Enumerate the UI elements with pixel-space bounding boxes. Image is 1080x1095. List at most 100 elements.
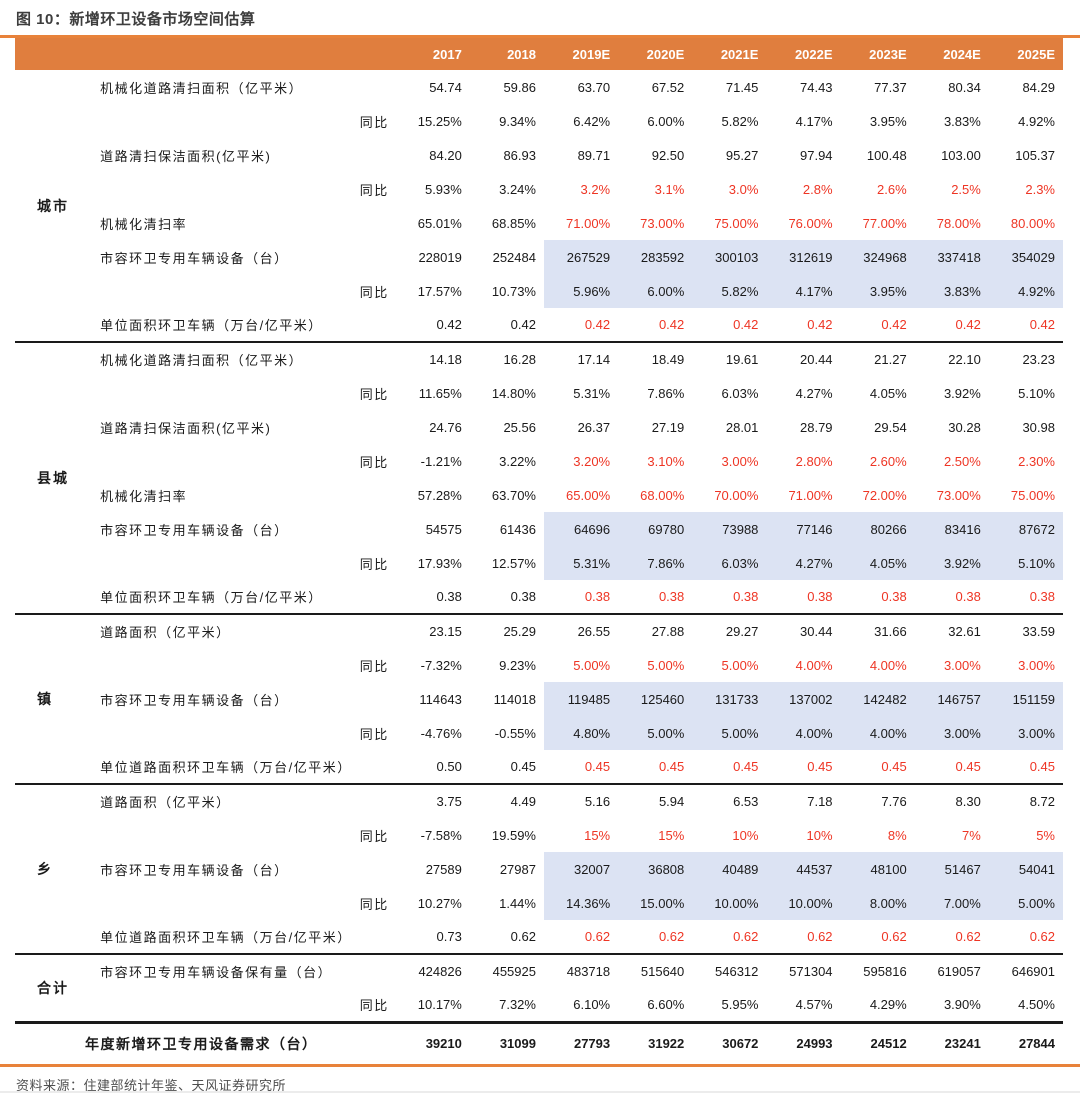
table-cell: 3.00%: [988, 716, 1063, 750]
table-cell: 146757: [914, 682, 989, 716]
table-header: 2017 2018 2019E 2020E 2021E 2022E 2023E 2024E 20…: [15, 38, 1063, 70]
table-cell: 5%: [1036, 827, 1055, 843]
table-cell: 312619: [766, 240, 841, 274]
table-row: 同比 17.57% 10.73% 5.96% 6.00% 5.82% 4.17% 3.95% 3…: [15, 274, 1063, 308]
table-cell: 3.00%: [1018, 657, 1055, 673]
row-label: 单位道路面积环卫车辆（万台/亿平米）: [100, 930, 352, 945]
table-cell: 0.38: [510, 589, 536, 604]
table-row: 同比 15.25% 9.34% 6.42% 6.00% 5.82% 4.17% 3.95% 3.…: [15, 104, 1063, 138]
table-cell: 54.74: [429, 79, 462, 95]
table-row: 同比 -4.76% -0.55% 4.80% 5.00% 5.00% 4.00% 4.00% 3…: [15, 716, 1063, 750]
row-group-城市: 城市 机械化道路清扫面积（亿平米） 54.74 59.86 63.70 67.52 71.4…: [15, 70, 1063, 342]
table-cell: 25.56: [503, 419, 536, 435]
table-cell: 57.28%: [417, 487, 462, 503]
table-cell: 4.17%: [795, 113, 833, 129]
table-cell: 0.50: [436, 759, 462, 774]
table-cell: 0.45: [733, 759, 759, 774]
table-cell: 0.38: [733, 589, 759, 604]
table-cell: 0.45: [658, 759, 685, 774]
row-label: 单位道路面积环卫车辆（万台/亿平米）: [100, 760, 352, 775]
table-cell: 5.00%: [692, 716, 767, 750]
table-cell: 0.62: [584, 929, 611, 944]
table-row: 单位面积环卫车辆（万台/亿平米） 0.38 0.38 0.38 0.38 0.38 0.38…: [15, 580, 1063, 614]
table-cell: 27.19: [651, 419, 685, 435]
footer-cell: 27844: [1018, 1036, 1055, 1052]
table-cell: 337418: [914, 240, 989, 274]
table-cell: 15.00%: [618, 886, 693, 920]
table-row: 单位面积环卫车辆（万台/亿平米） 0.42 0.42 0.42 0.42 0.42 0.42…: [15, 308, 1063, 342]
table-cell: 0.42: [436, 317, 462, 332]
table-cell: 3.10%: [647, 453, 685, 469]
table-cell: 8.30: [955, 794, 981, 809]
table-cell: 7.32%: [499, 996, 536, 1012]
table-cell: 61436: [499, 521, 536, 537]
table-cell: 5.00%: [721, 657, 759, 673]
row-label: 道路清扫保洁面积(亿平米): [100, 148, 272, 164]
table-cell: 26.55: [577, 624, 611, 639]
table-cell: 646901: [1011, 964, 1055, 979]
row-label: 机械化清扫率: [100, 488, 188, 504]
table-cell: 5.10%: [1018, 385, 1055, 401]
table-cell: 5.82%: [721, 113, 759, 129]
table-cell: 5.00%: [618, 716, 693, 750]
table-cell: 137002: [766, 682, 841, 716]
table-cell: 0.42: [510, 317, 536, 332]
table-cell: 8%: [887, 827, 907, 843]
table-cell: 5.82%: [692, 274, 767, 308]
table-cell: 0.38: [658, 589, 685, 604]
table-cell: 4.49: [510, 794, 536, 809]
year-header: 2020E: [618, 38, 693, 70]
table-cell: 4.00%: [840, 716, 915, 750]
table-cell: 0.38: [807, 589, 833, 604]
table-cell: 14.36%: [543, 886, 619, 920]
table-cell: 10.73%: [491, 283, 536, 299]
table-cell: 4.50%: [1018, 996, 1055, 1012]
table-cell: 0.62: [1029, 929, 1055, 944]
table-row: 市容环卫专用车辆设备（台） 27589 27987 32007 36808 40489 44…: [15, 852, 1063, 886]
table-cell: 27589: [425, 861, 462, 877]
table-cell: 0.42: [733, 317, 759, 332]
table-cell: 3.83%: [943, 113, 981, 129]
year-header: 2021E: [692, 38, 767, 70]
table-row: 同比 -7.58% 19.59% 15% 15% 10% 10% 8% 7% 5%: [15, 818, 1063, 852]
table-cell: 4.00%: [869, 657, 907, 673]
table-cell: 4.80%: [543, 716, 619, 750]
table-cell: 54041: [988, 852, 1063, 886]
table-row: 同比 -7.32% 9.23% 5.00% 5.00% 5.00% 4.00% 4.00% 3.…: [15, 648, 1063, 682]
table-cell: 78.00%: [936, 215, 981, 231]
table-cell: 0.45: [807, 759, 833, 774]
page-bottom-divider: [0, 1091, 1080, 1093]
table-cell: 19.59%: [491, 827, 536, 843]
table-cell: 0.42: [1029, 317, 1055, 332]
table-cell: 114018: [493, 691, 536, 707]
table-cell: 252484: [492, 249, 536, 265]
table-cell: 14.18: [429, 352, 462, 367]
footer-cell: 23241: [944, 1036, 981, 1052]
row-label: 机械化道路清扫面积（亿平米）: [100, 80, 304, 96]
table-row: 城市 机械化道路清扫面积（亿平米） 54.74 59.86 63.70 67.52 71.4…: [15, 70, 1063, 214]
table-cell: 83416: [914, 512, 989, 546]
footer-cell: 24512: [870, 1036, 907, 1052]
group-label: 县城: [37, 470, 69, 486]
source-note: 资料来源：住建部统计年鉴、天风证券研究所: [16, 1078, 287, 1093]
table-cell: 87672: [988, 512, 1063, 546]
table-cell: 10.00%: [692, 886, 767, 920]
table-cell: 80266: [840, 512, 915, 546]
footer-cell: 31922: [648, 1036, 685, 1052]
table-cell: 571304: [789, 964, 833, 979]
table-cell: 15%: [584, 827, 611, 843]
table-cell: 8.72: [1029, 794, 1055, 809]
table-cell: 151159: [988, 682, 1063, 716]
bottom-accent-rule: [0, 1064, 1080, 1067]
row-group-合计: 合计 市容环卫专用车辆设备保有量（台） 424826 455925 483718 5156…: [15, 954, 1063, 1022]
table-cell: 4.00%: [795, 657, 833, 673]
row-label: 市容环卫专用车辆设备（台）: [100, 522, 289, 538]
table-cell: 17.57%: [417, 283, 462, 299]
table-row: 同比 10.17% 7.32% 6.10% 6.60% 5.95% 4.57% 4.29% 3.…: [15, 988, 1063, 1022]
year-header: 2023E: [840, 38, 915, 70]
table-cell: 4.05%: [840, 546, 915, 580]
table-row: 同比 -1.21% 3.22% 3.20% 3.10% 3.00% 2.80% 2.60% 2.…: [15, 444, 1063, 478]
table-cell: 0.42: [881, 317, 907, 332]
table-cell: 105.37: [1015, 147, 1055, 163]
